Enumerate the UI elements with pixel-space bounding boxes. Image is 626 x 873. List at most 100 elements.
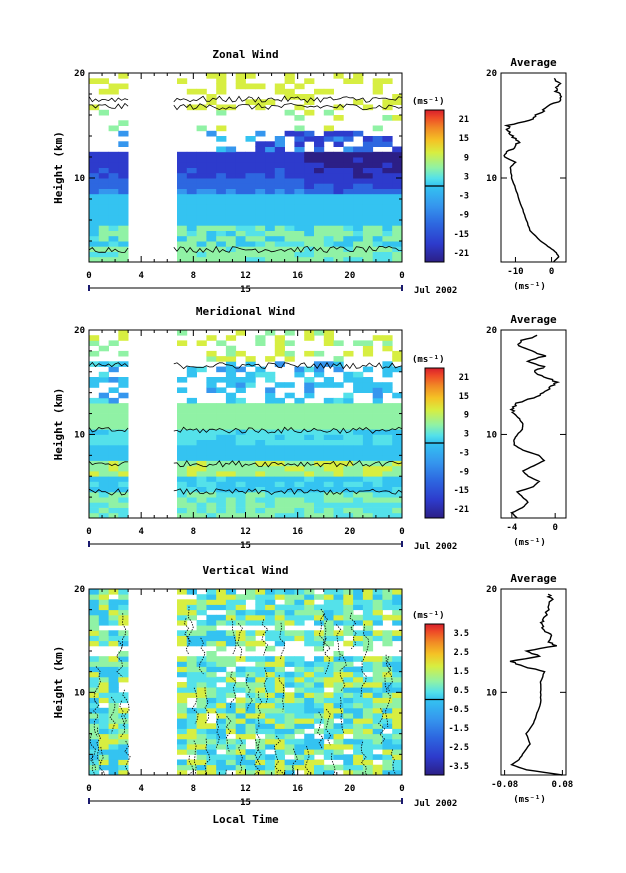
heatmap-cell [89,256,100,263]
heatmap-cell [235,486,246,493]
heatmap-cell [245,214,256,221]
heatmap-cell [353,408,364,414]
heatmap-cell [186,408,197,414]
heatmap-cell [323,707,334,714]
heatmap-cell [98,230,109,237]
heatmap-cell [274,713,285,719]
heatmap-cell [216,656,227,662]
contour-line [124,740,131,776]
heatmap-cell [225,439,237,446]
heatmap-cell [206,625,217,631]
heatmap-cell [206,507,217,514]
heatmap-cell [245,450,256,456]
heatmap-cell [392,408,403,414]
heatmap-cell [225,718,237,724]
heatmap-cell [108,764,119,771]
date-label: Jul 2002 [414,799,457,809]
heatmap-cell [118,199,129,205]
heatmap-cell [284,392,295,399]
heatmap-cell [333,497,344,503]
heatmap-cell [216,759,227,766]
heatmap-cell [372,614,383,621]
heatmap-cell [333,209,344,216]
heatmap-cell [177,589,188,595]
heatmap-cell [118,83,129,90]
heatmap-cell [245,230,256,237]
heatmap-cell [98,502,109,508]
heatmap-cell [284,620,295,626]
heatmap-cell [196,594,207,600]
heatmap-cell [333,676,344,683]
heatmap-cell [382,635,393,642]
heatmap-cell [382,167,393,174]
contour-line [323,637,331,675]
heatmap-cell [118,512,129,519]
x-tick-label: 12 [240,527,251,537]
heatmap-cell [343,418,354,425]
heatmap-cell [98,178,109,184]
heatmap-cell [89,235,100,242]
y-axis-label: Height (km) [52,646,65,719]
heatmap-cell [284,424,295,430]
heatmap-cell [186,246,197,252]
heatmap-cells [89,330,403,519]
heatmap-cell [206,377,217,383]
heatmap-cell [294,702,305,709]
heatmap-cell [225,392,237,399]
heatmap-cell [216,594,227,600]
y-axis-label: Height (km) [52,388,65,461]
heatmap-cell [274,408,285,414]
heatmap-cell [235,225,246,231]
heatmap-cell [392,671,403,678]
heatmap-cell [98,429,109,435]
heatmap-cell [265,687,276,693]
heatmap-cell [108,769,119,776]
heatmap-cell [382,99,393,105]
heatmap-cell [89,104,100,111]
heatmap-cell [284,661,295,667]
heatmap-cell [304,230,315,237]
heatmap-cell [196,666,207,673]
heatmap-cell [245,178,256,184]
heatmap-cell [108,340,119,346]
heatmap-cell [333,136,344,142]
heatmap-cell [216,444,227,451]
heatmap-cell [186,434,197,440]
heatmap-cell [265,424,276,430]
heatmap-cell [304,94,315,100]
heatmap-cell [196,214,207,221]
heatmap-cell [274,682,285,688]
heatmap-cell [333,661,344,667]
heatmap-cell [372,424,383,430]
heatmap-cell [362,429,374,435]
heatmap-cell [343,486,354,493]
heatmap-cell [304,455,315,461]
heatmap-cell [343,256,354,263]
heatmap-cell [362,599,374,605]
heatmap-cell [177,418,188,425]
heatmap-cell [382,630,393,636]
heatmap-cell [284,235,295,242]
heatmap-cell [177,235,188,242]
heatmap-cell [235,73,246,79]
heatmap-cell [323,136,334,142]
heatmap-cell [118,723,129,729]
heatmap-cell [89,418,100,425]
heatmap-cell [265,676,276,683]
heatmap-cell [353,172,364,179]
heatmap-cell [382,707,393,714]
heatmap-cell [98,723,109,729]
heatmap-cell [108,476,119,482]
heatmap-cell [362,702,374,709]
heatmap-cell [108,241,119,247]
heatmap-cell [362,377,374,383]
heatmap-cell [314,162,325,168]
heatmap-cell [323,256,334,263]
heatmap-cell [284,178,295,184]
heatmap-cell [314,512,325,519]
heatmap-cell [216,589,227,595]
heatmap-cell [265,157,276,163]
heatmap-cell [225,241,237,247]
heatmap-cell [392,256,403,263]
